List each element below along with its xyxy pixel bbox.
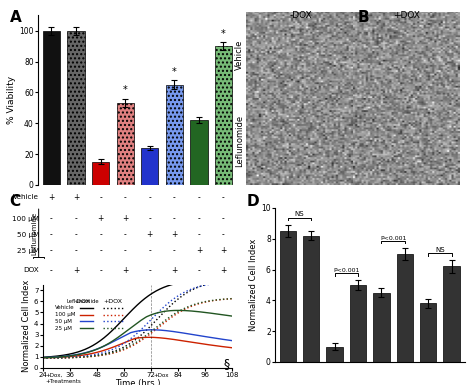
Text: +: + — [97, 214, 104, 223]
Text: -: - — [50, 230, 53, 239]
Text: +Dox: +Dox — [153, 373, 169, 378]
Bar — [397, 254, 413, 362]
Text: -: - — [198, 230, 201, 239]
Text: -: - — [148, 193, 151, 202]
Bar — [190, 120, 208, 185]
Text: Vehicle: Vehicle — [13, 194, 39, 200]
Text: +: + — [48, 193, 55, 202]
Text: 100 µM: 100 µM — [12, 216, 39, 222]
Bar — [303, 236, 319, 362]
Text: 100 µM: 100 µM — [55, 312, 75, 317]
Bar — [67, 31, 85, 185]
Text: -: - — [198, 214, 201, 223]
Text: +DOX: +DOX — [393, 11, 420, 20]
Text: -: - — [124, 230, 127, 239]
Text: +: + — [73, 266, 79, 275]
Text: -: - — [173, 246, 176, 255]
Text: +: + — [122, 266, 128, 275]
Text: -: - — [74, 230, 77, 239]
Bar — [350, 285, 366, 362]
Bar — [141, 148, 158, 185]
X-axis label: Time (hrs.): Time (hrs.) — [115, 379, 160, 385]
Text: C: C — [9, 194, 20, 209]
Bar — [444, 266, 460, 362]
Text: -: - — [173, 193, 176, 202]
Text: D: D — [246, 194, 259, 209]
Text: -DOX: -DOX — [290, 11, 312, 20]
Text: *: * — [221, 28, 226, 38]
Bar — [215, 46, 232, 185]
Text: -: - — [222, 193, 225, 202]
Text: -: - — [74, 246, 77, 255]
Text: NS: NS — [435, 247, 445, 253]
Text: -: - — [99, 266, 102, 275]
Text: -: - — [124, 246, 127, 255]
Text: -: - — [198, 193, 201, 202]
Text: +: + — [196, 246, 202, 255]
Text: +DOX: +DOX — [103, 299, 122, 304]
Text: -: - — [99, 230, 102, 239]
Text: -: - — [222, 230, 225, 239]
Text: -: - — [173, 214, 176, 223]
Text: -: - — [74, 214, 77, 223]
Bar — [92, 162, 109, 185]
Text: +: + — [73, 193, 79, 202]
Text: -: - — [99, 193, 102, 202]
Text: 25 µM: 25 µM — [17, 248, 39, 254]
Bar — [117, 103, 134, 185]
Bar — [420, 303, 437, 362]
Bar — [280, 231, 296, 362]
Text: -: - — [50, 214, 53, 223]
Text: +: + — [220, 266, 227, 275]
Text: Leflunomide: Leflunomide — [66, 299, 99, 304]
Text: +: + — [171, 230, 178, 239]
Text: Leflunomide: Leflunomide — [32, 211, 37, 254]
Bar — [43, 31, 60, 185]
Y-axis label: Normalized Cell Index: Normalized Cell Index — [249, 239, 258, 331]
Text: P<0.001: P<0.001 — [380, 236, 406, 241]
Text: -: - — [50, 246, 53, 255]
Text: -: - — [50, 266, 53, 275]
Text: +: + — [122, 214, 128, 223]
Text: -DOX: -DOX — [75, 299, 91, 304]
Y-axis label: Normalized Cell Index: Normalized Cell Index — [22, 280, 31, 372]
Bar — [327, 346, 343, 362]
Text: +: + — [171, 266, 178, 275]
Text: §: § — [224, 357, 230, 370]
Y-axis label: % Viability: % Viability — [8, 76, 17, 124]
Text: -: - — [222, 214, 225, 223]
Text: -: - — [198, 266, 201, 275]
Text: -: - — [148, 246, 151, 255]
Text: +Dox,
+Treatments: +Dox, +Treatments — [45, 373, 81, 384]
Text: A: A — [9, 10, 21, 25]
Text: P<0.001: P<0.001 — [333, 268, 359, 273]
Text: 50 µM: 50 µM — [55, 319, 72, 324]
Text: *: * — [172, 67, 177, 77]
Text: Vehicle: Vehicle — [235, 40, 244, 70]
Bar — [373, 293, 390, 362]
Text: +: + — [220, 246, 227, 255]
Text: -: - — [148, 266, 151, 275]
Text: 50 µM: 50 µM — [17, 232, 39, 238]
Text: 25 µM: 25 µM — [55, 326, 72, 331]
Text: B: B — [358, 10, 370, 25]
Text: -: - — [148, 214, 151, 223]
Text: -: - — [99, 246, 102, 255]
Text: *: * — [123, 85, 128, 95]
Text: DOX: DOX — [23, 268, 39, 273]
Text: NS: NS — [295, 211, 304, 218]
Text: -: - — [124, 193, 127, 202]
Bar — [166, 85, 183, 185]
Text: Vehicle: Vehicle — [55, 305, 74, 310]
Text: Leflunomide: Leflunomide — [235, 115, 244, 167]
Text: +: + — [146, 230, 153, 239]
